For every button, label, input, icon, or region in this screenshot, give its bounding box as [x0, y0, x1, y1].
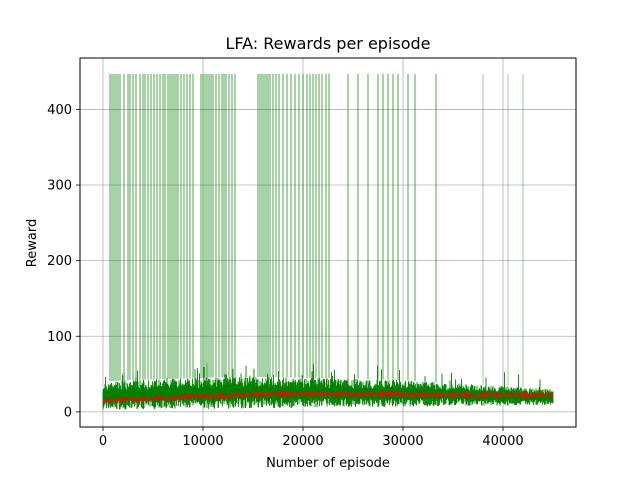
plot-data: [102, 73, 554, 410]
x-tick-label: 30000: [382, 434, 423, 449]
chart-title: LFA: Rewards per episode: [225, 34, 430, 53]
y-tick-label: 400: [47, 103, 72, 118]
y-tick-label: 200: [47, 254, 72, 269]
x-axis-label: Number of episode: [266, 456, 390, 471]
y-axis-label: Reward: [25, 219, 40, 267]
x-tick-label: 0: [99, 434, 107, 449]
x-tick-label: 20000: [282, 434, 323, 449]
y-tick-label: 300: [47, 179, 72, 194]
axis-ticks: 0 10000 20000 30000 40000 0 100 200 300 400: [47, 103, 524, 449]
average-reward-line: [102, 389, 554, 405]
y-tick-label: 0: [64, 405, 72, 420]
y-tick-label: 100: [47, 330, 72, 345]
x-tick-label: 40000: [482, 434, 523, 449]
plot-background: [80, 58, 576, 427]
plot-frame: [79, 57, 577, 428]
x-tick-label: 10000: [182, 434, 223, 449]
